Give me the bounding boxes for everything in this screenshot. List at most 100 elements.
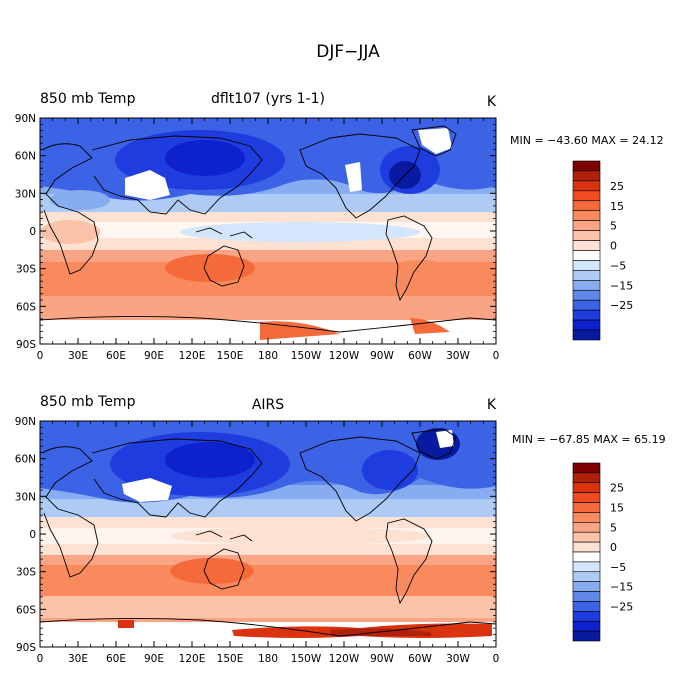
colorbar-swatch (572, 472, 601, 484)
lon-tick-label: 60W (408, 653, 432, 665)
lon-tick-label: 0 (493, 653, 500, 665)
colorbar-label: 0 (610, 240, 617, 253)
lat-tick-label: 90N (15, 113, 36, 125)
colorbar-swatch (572, 482, 601, 493)
lon-tick-label: 60E (106, 350, 126, 362)
colorbar-swatch (572, 160, 601, 172)
lon-tick-label: 120E (179, 653, 206, 665)
colorbar-swatch (572, 180, 601, 192)
colorbar-swatch (572, 581, 601, 592)
source-label: dflt107 (yrs 1-1) (211, 91, 325, 107)
colorbar-swatch (572, 240, 601, 251)
colorbar-swatch (572, 319, 601, 331)
colorbar-swatch (572, 571, 601, 582)
lat-tick-label: 90N (15, 416, 36, 428)
colorbar-label: 25 (610, 482, 624, 495)
colorbar-swatch (572, 230, 601, 241)
lon-tick-label: 120W (329, 653, 360, 665)
colorbar-label: −25 (610, 299, 633, 312)
lon-tick-label: 120E (179, 350, 206, 362)
colorbar-label: 0 (610, 541, 617, 554)
colorbar-label: −25 (610, 600, 633, 613)
colorbar-label: 15 (610, 200, 624, 213)
colorbar-swatch (572, 200, 601, 212)
colorbar-label: 5 (610, 521, 617, 534)
colorbar-swatch (572, 541, 601, 553)
colorbar-swatch (572, 620, 601, 632)
temperature-field (40, 421, 496, 647)
colorbar-swatch (572, 492, 601, 503)
colorbar-swatch (572, 280, 601, 291)
lon-tick-label: 0 (493, 350, 500, 362)
lon-tick-label: 60E (106, 653, 126, 665)
lat-tick-label: 60N (15, 454, 36, 466)
colorbar-swatch (572, 591, 601, 602)
colorbar-label: 15 (610, 502, 624, 515)
colorbar-swatch (572, 190, 601, 202)
coastlines (40, 428, 496, 637)
lon-tick-label: 30W (446, 350, 470, 362)
lat-tick-label: 0 (29, 529, 36, 541)
colorbar-swatch (572, 561, 601, 573)
lat-tick-label: 60N (15, 151, 36, 163)
field-label: 850 mb Temp (40, 91, 136, 107)
colorbar-swatch (572, 531, 601, 543)
colorbar-swatch (572, 512, 601, 523)
colorbar-swatch (572, 551, 601, 563)
colorbar-swatch (572, 170, 601, 182)
colorbar-swatch (572, 270, 601, 281)
lon-tick-label: 90E (144, 653, 164, 665)
colorbar: 25 15 5 0 −5 −15 −25 (572, 160, 633, 341)
colorbar-swatch (572, 630, 601, 642)
field-label: 850 mb Temp (40, 394, 136, 410)
lat-tick-label: 30S (16, 264, 36, 276)
lon-tick-label: 30W (446, 653, 470, 665)
min-max-stats: MIN = −67.85 MAX = 65.19 (512, 433, 666, 446)
lat-tick-label: 30N (15, 188, 36, 200)
colorbar-swatch (572, 601, 601, 612)
lon-tick-label: 30E (68, 350, 88, 362)
colorbar-swatch (572, 462, 601, 474)
lon-tick-label: 150W (291, 350, 322, 362)
lon-tick-label: 30E (68, 653, 88, 665)
lon-tick-label: 90W (370, 653, 394, 665)
min-max-stats: MIN = −43.60 MAX = 24.12 (510, 134, 664, 147)
colorbar-swatch (572, 289, 601, 301)
lon-tick-label: 90W (370, 350, 394, 362)
colorbar-swatch (572, 502, 601, 513)
colorbar-swatch (572, 299, 601, 311)
lon-tick-label: 180 (258, 350, 278, 362)
lon-tick-label: 150E (217, 350, 244, 362)
lon-tick-label: 150W (291, 653, 322, 665)
colorbar-label: −15 (610, 581, 633, 594)
map-panel-airs: 850 mb Temp AIRS K (15, 394, 666, 665)
colorbar-swatch (572, 250, 601, 261)
colorbar-swatch (572, 522, 601, 533)
colorbar: 25 15 5 0 −5 −15 −25 (572, 462, 633, 642)
lon-tick-label: 0 (37, 653, 44, 665)
colorbar-swatch (572, 220, 601, 231)
colorbar-swatch (572, 611, 601, 622)
units-label: K (487, 397, 497, 413)
coastlines (40, 125, 496, 333)
colorbar-label: 25 (610, 180, 624, 193)
map-panel-model: 850 mb Temp dflt107 (yrs 1-1) K (15, 91, 664, 362)
colorbar-label: −5 (610, 561, 626, 574)
units-label: K (487, 94, 497, 110)
lon-tick-label: 150E (217, 653, 244, 665)
lat-tick-label: 30N (15, 491, 36, 503)
lat-tick-label: 60S (16, 301, 36, 313)
colorbar-swatch (572, 309, 601, 321)
lon-tick-label: 60W (408, 350, 432, 362)
lon-tick-label: 180 (258, 653, 278, 665)
lon-tick-label: 90E (144, 350, 164, 362)
colorbar-label: 5 (610, 220, 617, 233)
lat-tick-label: 60S (16, 604, 36, 616)
main-title: DJF−JJA (316, 42, 380, 62)
lat-tick-label: 30S (16, 567, 36, 579)
colorbar-label: −15 (610, 279, 633, 292)
lat-tick-label: 90S (16, 642, 36, 654)
